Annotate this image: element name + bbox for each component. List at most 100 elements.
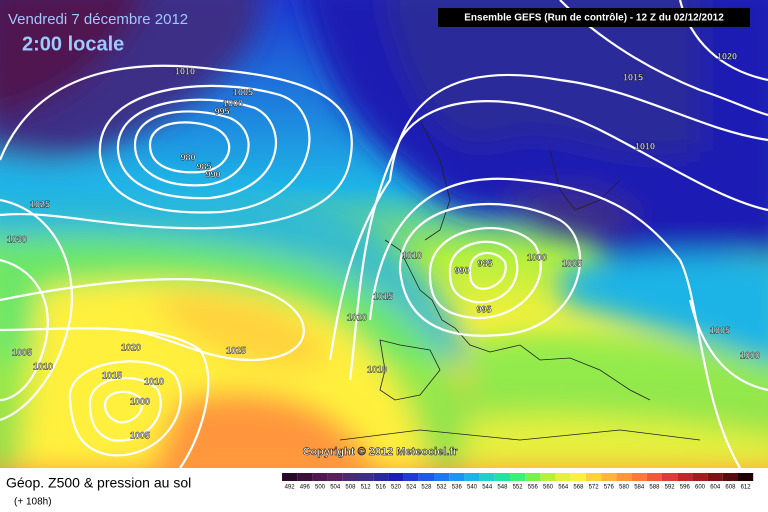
legend-swatch — [449, 473, 465, 481]
legend-swatch — [646, 473, 662, 481]
isobar-labels: 1010100510009959809859901025103010109859… — [7, 51, 760, 440]
isobar-label: 1020 — [717, 51, 737, 61]
isobar-label: 1000 — [130, 396, 150, 406]
legend-swatch — [282, 473, 298, 481]
legend-label: 612 — [741, 485, 752, 491]
isobar-label: 1005 — [233, 87, 253, 97]
isobar-label: 1010 — [175, 66, 195, 76]
isobar-label: 1020 — [121, 342, 141, 352]
legend-label: 596 — [680, 485, 691, 491]
legend-label: 572 — [589, 485, 600, 491]
legend-swatch — [722, 473, 738, 481]
legend-swatch — [464, 473, 480, 481]
legend-swatch — [707, 473, 723, 481]
legend-swatch — [510, 473, 526, 481]
coastlines — [339, 119, 701, 441]
isobar-label: 1010 — [367, 364, 387, 374]
legend-label: 544 — [482, 485, 493, 491]
legend-label: 604 — [710, 485, 721, 491]
isobar-label: 985 — [477, 258, 492, 268]
legend-swatch — [525, 473, 541, 481]
legend-label: 500 — [315, 485, 326, 491]
footer-lead: (+ 108h) — [14, 497, 52, 508]
legend-swatch — [677, 473, 693, 481]
legend-label: 576 — [604, 485, 615, 491]
legend-swatch — [601, 473, 617, 481]
legend-label: 520 — [391, 485, 402, 491]
legend-swatch — [616, 473, 632, 481]
time-label: 2:00 locale — [22, 33, 124, 55]
isobar-label: 1010 — [144, 376, 164, 386]
legend-label: 592 — [665, 485, 676, 491]
legend-label: 512 — [361, 485, 372, 491]
isobar-label: 1020 — [347, 312, 367, 322]
isobar-label: 995 — [476, 304, 491, 314]
legend-swatch — [586, 473, 602, 481]
isobar-label: 980 — [180, 152, 195, 162]
legend-label: 496 — [300, 485, 311, 491]
copyright: Copyright © 2012 Meteociel.fr — [303, 446, 459, 458]
isobar-label: 1000 — [740, 350, 760, 360]
legend-swatch — [738, 473, 754, 481]
isobar-label: 1005 — [130, 430, 150, 440]
legend-label: 504 — [330, 485, 341, 491]
isobar-label: 985 — [196, 161, 211, 171]
legend-swatch — [358, 473, 374, 481]
legend-swatch — [570, 473, 586, 481]
model-box — [438, 8, 750, 27]
legend-label: 508 — [345, 485, 356, 491]
legend-label: 584 — [634, 485, 645, 491]
legend-swatch — [494, 473, 510, 481]
legend-label: 568 — [573, 485, 584, 491]
legend-swatch — [327, 473, 343, 481]
legend-label: 600 — [695, 485, 706, 491]
isobar-label: 1005 — [562, 258, 582, 268]
legend-label: 556 — [528, 485, 539, 491]
isobar-label: 1005 — [710, 325, 730, 335]
isobar-label: 1000 — [223, 98, 243, 108]
legend-swatch — [540, 473, 556, 481]
legend-swatch — [342, 473, 358, 481]
isobar-label: 1010 — [402, 250, 422, 260]
legend-label: 528 — [421, 485, 432, 491]
legend-label: 532 — [437, 485, 448, 491]
legend-label: 540 — [467, 485, 478, 491]
legend-swatch — [312, 473, 328, 481]
isobar-label: 1015 — [373, 291, 393, 301]
isobar-label: 1000 — [527, 252, 547, 262]
legend-swatch — [373, 473, 389, 481]
legend-swatch — [692, 473, 708, 481]
isobar-label: 1025 — [226, 345, 246, 355]
footer-title: Géop. Z500 & pression au sol — [6, 475, 191, 491]
legend: 492 496 500 504 508 512 516 520 524 528 532 536 540 5… — [282, 473, 754, 491]
isobar-label: 1010 — [635, 141, 655, 151]
isobar-label: 995 — [214, 106, 229, 116]
legend-label: 492 — [285, 485, 296, 491]
legend-label: 560 — [543, 485, 554, 491]
legend-swatch — [388, 473, 404, 481]
legend-swatch — [434, 473, 450, 481]
legend-swatch — [631, 473, 647, 481]
map-background — [0, 0, 768, 468]
legend-label: 516 — [376, 485, 387, 491]
date-label: Vendredi 7 décembre 2012 — [8, 11, 188, 28]
legend-swatch — [403, 473, 419, 481]
legend-swatch — [479, 473, 495, 481]
legend-label: 580 — [619, 485, 630, 491]
legend-swatch — [555, 473, 571, 481]
isobar-label: 1025 — [30, 199, 50, 209]
legend-swatch — [418, 473, 434, 481]
legend-label: 548 — [497, 485, 508, 491]
legend-label: 536 — [452, 485, 463, 491]
legend-label: 524 — [406, 485, 417, 491]
isobar-label: 1010 — [33, 361, 53, 371]
legend-swatch — [297, 473, 313, 481]
legend-label: 608 — [725, 485, 736, 491]
legend-label: 552 — [513, 485, 524, 491]
legend-label: 588 — [649, 485, 660, 491]
isobar-label: 990 — [454, 265, 469, 275]
isobar-label: 1005 — [12, 347, 32, 357]
model-label: Ensemble GEFS (Run de contrôle) - 12 Z d… — [464, 13, 724, 24]
legend-label: 564 — [558, 485, 569, 491]
